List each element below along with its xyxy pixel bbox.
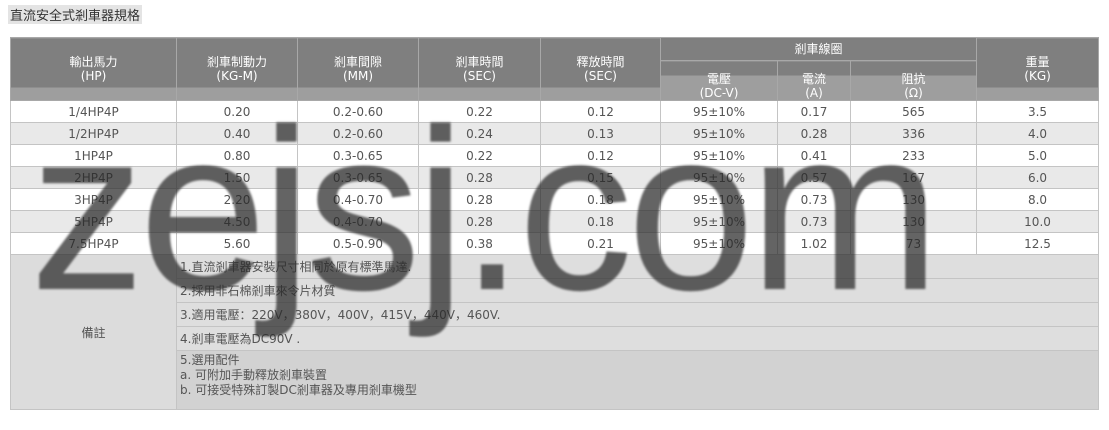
table-cell: 0.28 — [418, 188, 541, 211]
table-cell: 95±10% — [660, 122, 778, 145]
table-cell: 4.50 — [176, 210, 298, 233]
note-item: 1.直流剎車器安裝尺寸相同於原有標準馬達. — [175, 254, 1100, 279]
table-cell: 8.0 — [976, 188, 1100, 211]
table-cell: 1.02 — [777, 232, 851, 255]
table-row: 1/2HP4P 0.40 0.2-0.60 0.24 0.13 95±10% 0.28 336… — [10, 122, 1100, 145]
table-cell: 130 — [849, 188, 978, 211]
table-cell: 167 — [849, 166, 978, 189]
table-cell: 0.57 — [777, 166, 851, 189]
table-cell: 0.5-0.90 — [297, 232, 419, 255]
table-cell: 0.3-0.65 — [297, 166, 419, 189]
table-cell: 0.73 — [777, 188, 851, 211]
table-cell: 3.5 — [976, 100, 1100, 123]
table-cell: 0.22 — [418, 100, 541, 123]
header-force: 剎車制動力 (KG-M) — [176, 37, 298, 101]
table-cell: 0.4-0.70 — [297, 210, 419, 233]
table-cell: 73 — [849, 232, 978, 255]
table-cell: 0.15 — [540, 166, 661, 189]
header-gap: 剎車間隙 (MM) — [297, 37, 419, 101]
note-item: 2.採用非石棉剎車來令片材質 — [175, 278, 1100, 303]
note-row: 2.採用非石棉剎車來令片材質 — [11, 278, 1100, 303]
table-cell: 0.80 — [176, 144, 298, 167]
header-weight: 重量 (KG) — [976, 37, 1100, 101]
header-current: 電流 (A) — [777, 60, 851, 101]
table-cell: 5.60 — [176, 232, 298, 255]
table-cell: 5HP4P — [10, 210, 177, 233]
table-cell: 233 — [849, 144, 978, 167]
table-cell: 10.0 — [976, 210, 1100, 233]
table-cell: 0.4-0.70 — [297, 188, 419, 211]
header-coil: 剎車線圈 — [659, 37, 978, 61]
table-cell: 3HP4P — [10, 188, 177, 211]
table-row: 7.5HP4P 5.60 0.5-0.90 0.38 0.21 95±10% 1.02 73 1… — [10, 232, 1100, 255]
table-cell: 0.41 — [777, 144, 851, 167]
table-cell: 4.0 — [976, 122, 1100, 145]
table-cell: 95±10% — [660, 100, 778, 123]
header-hp: 輸出馬力 (HP) — [10, 37, 177, 101]
table-cell: 95±10% — [660, 144, 778, 167]
table-cell: 565 — [849, 100, 978, 123]
table-cell: 0.2-0.60 — [297, 122, 419, 145]
remarks-label: 備註 — [10, 254, 177, 410]
table-cell: 0.3-0.65 — [297, 144, 419, 167]
table-cell: 1/2HP4P — [10, 122, 177, 145]
table-cell: 0.17 — [777, 100, 851, 123]
note-line: b. 可接受特殊訂製DC剎車器及專用剎車機型 — [180, 383, 417, 397]
table-cell: 130 — [849, 210, 978, 233]
table-cell: 1.50 — [176, 166, 298, 189]
table-row: 1/4HP4P 0.20 0.2-0.60 0.22 0.12 95±10% 0.17 565… — [10, 100, 1100, 123]
table-cell: 336 — [849, 122, 978, 145]
table-cell: 95±10% — [660, 210, 778, 233]
header-resistance: 阻抗 (Ω) — [849, 60, 978, 101]
table-cell: 0.12 — [540, 100, 661, 123]
table-cell: 0.2-0.60 — [297, 100, 419, 123]
spec-table: 輸出馬力 (HP) 剎車制動力 (KG-M) 剎車間隙 (MM) 剎車時間 (SEC) … — [10, 37, 1100, 410]
table-cell: 0.18 — [540, 188, 661, 211]
note-item-accessories: 5.選用配件 a. 可附加手動釋放剎車裝置 b. 可接受特殊訂製DC剎車器及專用剎車… — [175, 350, 1100, 410]
page-title: 直流安全式剎車器規格 — [8, 5, 143, 24]
table-cell: 0.28 — [418, 210, 541, 233]
note-row: 備註 1.直流剎車器安裝尺寸相同於原有標準馬達. — [10, 254, 1100, 410]
table-row: 1HP4P 0.80 0.3-0.65 0.22 0.12 95±10% 0.41 233 5.… — [10, 144, 1100, 167]
table-row: 2HP4P 1.50 0.3-0.65 0.28 0.15 95±10% 0.57 167 6.… — [10, 166, 1100, 189]
table-row: 3HP4P 2.20 0.4-0.70 0.28 0.18 95±10% 0.73 130 8.… — [10, 188, 1100, 211]
table-cell: 0.24 — [418, 122, 541, 145]
note-item: 3.適用電壓：220V，380V，400V，415V，440V，460V. — [175, 302, 1100, 327]
table-cell: 6.0 — [976, 166, 1100, 189]
table-cell: 95±10% — [660, 232, 778, 255]
table-cell: 1/4HP4P — [10, 100, 177, 123]
table-cell: 0.40 — [176, 122, 298, 145]
table-cell: 0.21 — [540, 232, 661, 255]
note-line: a. 可附加手動釋放剎車裝置 — [180, 368, 327, 382]
note-item: 4.剎車電壓為DC90V . — [175, 326, 1100, 351]
table-cell: 0.20 — [176, 100, 298, 123]
table-cell: 0.22 — [418, 144, 541, 167]
table-row: 5HP4P 4.50 0.4-0.70 0.28 0.18 95±10% 0.73 130 10… — [10, 210, 1100, 233]
header-release-time: 釋放時間 (SEC) — [540, 37, 661, 101]
header-brake-time: 剎車時間 (SEC) — [418, 37, 541, 101]
table-cell: 0.13 — [540, 122, 661, 145]
table-cell: 5.0 — [976, 144, 1100, 167]
table-cell: 0.73 — [777, 210, 851, 233]
note-line: 5.選用配件 — [180, 353, 240, 367]
table-cell: 0.28 — [777, 122, 851, 145]
table-cell: 2HP4P — [10, 166, 177, 189]
table-cell: 0.28 — [418, 166, 541, 189]
table-cell: 0.38 — [418, 232, 541, 255]
header-voltage: 電壓 (DC-V) — [660, 60, 778, 101]
table-cell: 0.18 — [540, 210, 661, 233]
table-cell: 95±10% — [660, 166, 778, 189]
table-cell: 95±10% — [660, 188, 778, 211]
table-cell: 12.5 — [976, 232, 1100, 255]
table-cell: 2.20 — [176, 188, 298, 211]
table-cell: 0.12 — [540, 144, 661, 167]
note-row: 5.選用配件 a. 可附加手動釋放剎車裝置 b. 可接受特殊訂製DC剎車器及專用剎車… — [11, 350, 1100, 410]
table-cell: 7.5HP4P — [10, 232, 177, 255]
table-cell: 1HP4P — [10, 144, 177, 167]
